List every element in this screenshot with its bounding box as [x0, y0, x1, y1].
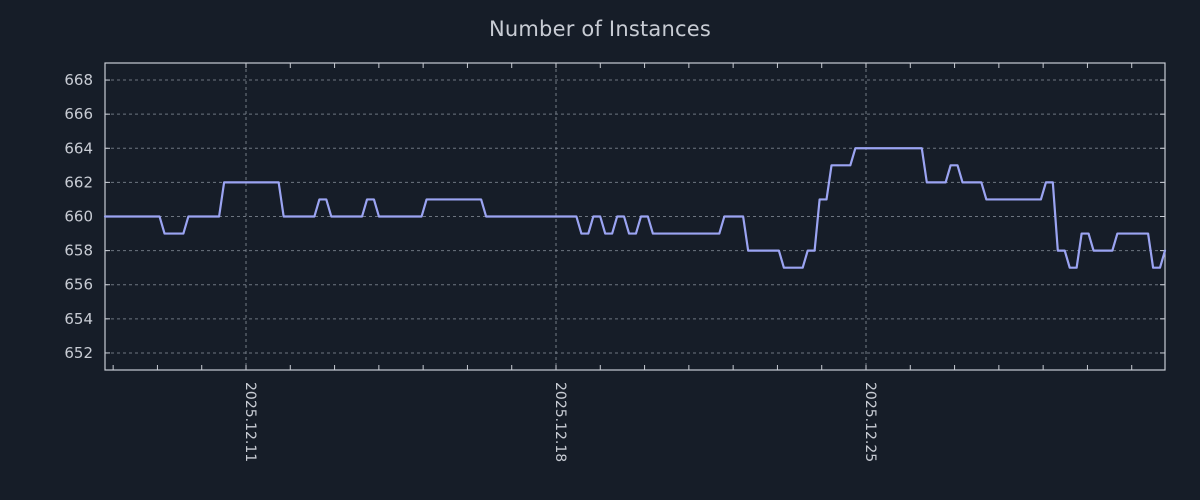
y-axis-tick-label: 662	[64, 173, 93, 191]
y-axis-ticks: 652 654 656 658 660 662 664 666 668	[64, 71, 1165, 362]
grid-lines	[105, 63, 1165, 370]
chart-title: Number of Instances	[488, 17, 711, 41]
x-axis-ticks: 2025.12.11 2025.12.18 2025.12.25	[112, 63, 1133, 462]
y-axis-tick-label: 668	[64, 71, 93, 89]
y-axis-tick-label: 654	[64, 310, 93, 328]
y-axis-tick-label: 660	[64, 208, 93, 226]
x-axis-tick-label: 2025.12.18	[552, 382, 568, 462]
x-axis-tick-label: 2025.12.25	[862, 382, 878, 462]
y-axis-tick-label: 666	[64, 105, 93, 123]
y-axis-tick-label: 658	[64, 242, 93, 260]
series-line	[103, 147, 1167, 269]
y-axis-tick-label: 664	[64, 139, 93, 157]
y-axis-tick-label: 652	[64, 344, 93, 362]
x-axis-tick-label: 2025.12.11	[242, 382, 258, 462]
y-axis-tick-label: 656	[64, 276, 93, 294]
data-series	[103, 147, 1167, 269]
